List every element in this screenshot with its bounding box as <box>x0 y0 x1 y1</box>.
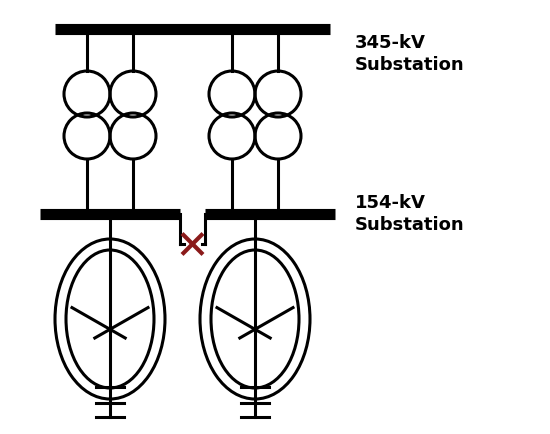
Text: 345-kV
Substation: 345-kV Substation <box>355 34 465 74</box>
Text: 154-kV
Substation: 154-kV Substation <box>355 194 465 234</box>
